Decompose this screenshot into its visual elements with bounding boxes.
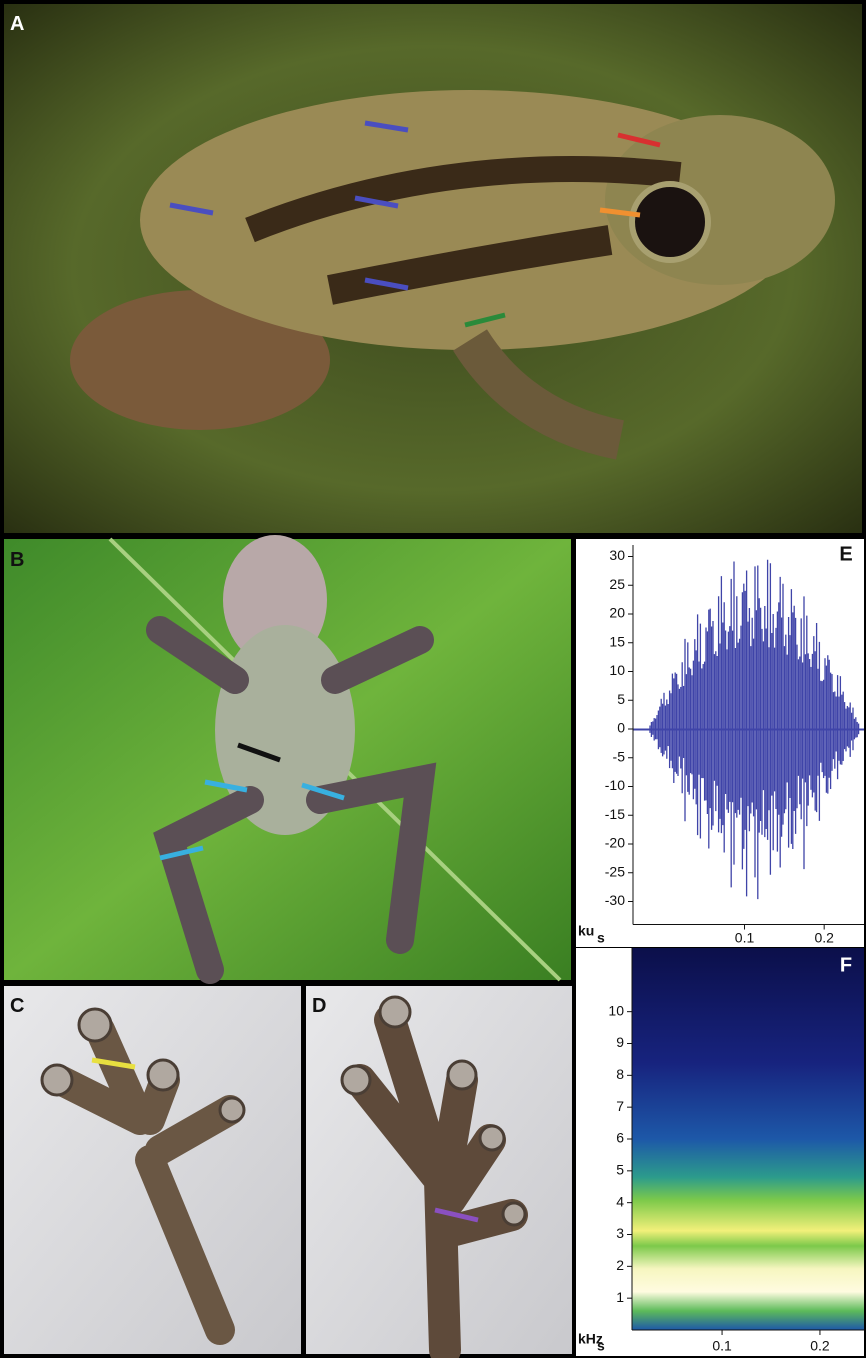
y-tick-label: 9 [616, 1034, 624, 1050]
y-tick-label: 4 [616, 1193, 624, 1209]
x-axis-unit: s [597, 930, 605, 946]
panel-b: B [4, 535, 571, 980]
panel-c: C [4, 986, 301, 1354]
panel-label: A [10, 13, 24, 35]
y-tick-label: 5 [617, 691, 625, 707]
panel-label: F [840, 954, 852, 976]
y-tick-label: 25 [609, 576, 625, 592]
frog-eye [632, 184, 708, 260]
panel-label: B [10, 549, 24, 571]
figure: A B C D E [0, 0, 866, 1358]
y-tick-label: 2 [616, 1257, 624, 1273]
y-tick-label: 10 [608, 1002, 624, 1018]
y-tick-label: 1 [616, 1289, 624, 1305]
y-tick-label: -20 [605, 835, 625, 851]
y-tick-label: 5 [616, 1162, 624, 1178]
y-tick-label: 30 [609, 547, 625, 563]
panel-label: C [10, 995, 24, 1017]
panel-a: A [4, 4, 862, 533]
y-tick-label: 7 [616, 1098, 624, 1114]
panel-label: D [312, 995, 326, 1017]
y-axis-unit: ku [578, 923, 594, 939]
y-tick-label: 6 [616, 1130, 624, 1146]
y-tick-label: 15 [609, 633, 625, 649]
x-tick-label: 0.2 [814, 930, 834, 946]
y-tick-label: 20 [609, 605, 625, 621]
y-tick-label: 0 [617, 720, 625, 736]
y-tick-label: -5 [613, 748, 626, 764]
x-axis-unit: s [597, 1338, 605, 1354]
x-tick-label: 0.1 [735, 930, 755, 946]
y-tick-label: 3 [616, 1225, 624, 1241]
x-tick-label: 0.2 [810, 1338, 830, 1354]
y-tick-label: -10 [605, 777, 625, 793]
panel-label: E [839, 543, 852, 565]
page: A B C D E [0, 0, 866, 1358]
y-tick-label: -30 [605, 892, 625, 908]
x-tick-label: 0.1 [712, 1338, 732, 1354]
panel-d: D [306, 986, 572, 1354]
spectrogram-image [632, 948, 864, 1330]
y-tick-label: -25 [605, 863, 625, 879]
y-tick-label: 10 [609, 662, 625, 678]
y-tick-label: -15 [605, 806, 625, 822]
y-tick-label: 8 [616, 1066, 624, 1082]
